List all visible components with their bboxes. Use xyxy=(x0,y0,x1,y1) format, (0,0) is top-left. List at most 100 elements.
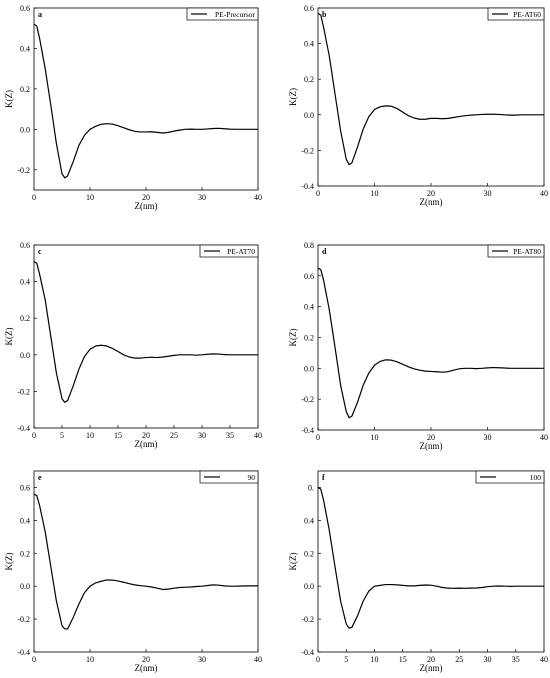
y-tick-label: -0.2 xyxy=(17,615,30,624)
x-tick-label: 0 xyxy=(32,193,36,202)
x-tick-label: 10 xyxy=(86,431,94,440)
y-tick-label: 0.6 xyxy=(304,4,314,13)
x-tick-label: 30 xyxy=(198,431,206,440)
y-tick-label: 0. xyxy=(308,483,314,492)
panel-label: b xyxy=(322,10,327,19)
legend: PE-Precursor xyxy=(186,7,259,21)
x-axis-label: Z(nm) xyxy=(420,197,443,207)
series-line xyxy=(33,493,258,630)
x-tick-label: 40 xyxy=(540,655,548,664)
legend-label: 90 xyxy=(248,473,256,482)
x-tick-label: 40 xyxy=(540,433,548,442)
y-axis-label: K(Z) xyxy=(4,328,14,346)
legend-label: 100 xyxy=(530,473,542,482)
y-tick-label: 0.4 xyxy=(20,516,30,525)
y-tick-label: 0.2 xyxy=(20,314,30,323)
x-tick-label: 15 xyxy=(114,431,122,440)
x-tick-label: 20 xyxy=(142,655,150,664)
legend-box xyxy=(487,7,545,21)
y-tick-label: 0.2 xyxy=(20,549,30,558)
x-axis-label: Z(nm) xyxy=(420,663,443,673)
y-tick-label: 0.0 xyxy=(304,364,314,373)
x-axis-label: Z(nm) xyxy=(420,441,443,451)
x-tick-label: 20 xyxy=(142,193,150,202)
y-tick-label: 0.8 xyxy=(304,241,314,250)
x-tick-label: 20 xyxy=(142,431,150,440)
y-tick-label: 0.6 xyxy=(20,483,30,492)
y-tick-label: 0.2 xyxy=(20,85,30,94)
x-tick-label: 0 xyxy=(32,655,36,664)
x-tick-label: 40 xyxy=(254,655,262,664)
x-tick-label: 20 xyxy=(427,189,435,198)
series-line xyxy=(317,12,544,166)
x-tick-label: 10 xyxy=(86,193,94,202)
x-tick-label: 0 xyxy=(32,431,36,440)
x-tick-label: 0 xyxy=(316,433,320,442)
y-tick-label: 0.2 xyxy=(304,334,314,343)
y-tick-label: 0.2 xyxy=(304,549,314,558)
y-tick-label: -0.4 xyxy=(301,182,314,191)
legend: 90 xyxy=(199,470,259,484)
y-tick-label: -0.4 xyxy=(17,648,30,657)
legend: PE-AT80 xyxy=(487,244,545,258)
legend-label: PE-AT70 xyxy=(227,247,255,256)
x-tick-label: 40 xyxy=(254,431,262,440)
x-tick-label: 10 xyxy=(371,189,379,198)
y-axis-label: K(Z) xyxy=(4,553,14,571)
y-tick-label: 0.4 xyxy=(20,44,30,53)
x-tick-label: 10 xyxy=(371,433,379,442)
y-tick-label: 0.6 xyxy=(20,4,30,13)
panel-f: 0 5 10 15 20 25 30 35 40 -0.4 -0.2 0.0 0.2 0.4 0. Z(nm)… xyxy=(288,470,548,673)
y-tick-label: 0.0 xyxy=(304,582,314,591)
y-axis-label: K(Z) xyxy=(4,90,14,108)
x-tick-label: 5 xyxy=(60,431,64,440)
x-tick-label: 40 xyxy=(254,193,262,202)
legend: 100 xyxy=(475,470,545,484)
x-tick-label: 30 xyxy=(198,655,206,664)
x-tick-label: 40 xyxy=(540,189,548,198)
y-tick-label: -0.2 xyxy=(17,387,30,396)
y-axis-label: K(Z) xyxy=(288,329,298,347)
x-axis-label: Z(nm) xyxy=(135,201,158,211)
x-tick-label: 30 xyxy=(484,433,492,442)
plot-frame xyxy=(317,7,545,187)
legend-label: PE-Precursor xyxy=(215,10,255,19)
x-tick-label: 5 xyxy=(344,655,348,664)
legend-box xyxy=(475,470,545,484)
x-tick-label: 30 xyxy=(198,193,206,202)
y-tick-label: 0.4 xyxy=(304,40,314,49)
x-tick-label: 30 xyxy=(484,655,492,664)
y-tick-label: 0.4 xyxy=(304,516,314,525)
legend-label: PE-AT60 xyxy=(513,10,541,19)
x-tick-label: 35 xyxy=(512,655,520,664)
x-tick-label: 20 xyxy=(427,655,435,664)
legend: PE-AT60 xyxy=(487,7,545,21)
y-tick-label: 0.2 xyxy=(304,75,314,84)
x-axis-label: Z(nm) xyxy=(135,663,158,673)
panel-c: 0 5 10 15 20 25 30 35 40 -0.4 -0.2 0.0 0.2 0.4 0.6 Z(nm… xyxy=(4,241,262,449)
y-tick-label: -0.4 xyxy=(301,426,314,435)
plot-frame xyxy=(33,470,259,653)
y-tick-label: 0.6 xyxy=(20,241,30,250)
panel-b: 0 10 20 30 40 -0.4 -0.2 0.0 0.2 0.4 0.6 Z(nm) K(Z) b P… xyxy=(288,4,548,207)
y-tick-label: -0.4 xyxy=(17,424,30,433)
y-tick-label: -0.4 xyxy=(301,648,314,657)
x-tick-label: 10 xyxy=(371,655,379,664)
x-tick-label: 25 xyxy=(455,655,463,664)
plot-frame xyxy=(33,7,259,191)
legend: PE-AT70 xyxy=(199,244,259,258)
x-tick-label: 25 xyxy=(170,431,178,440)
x-tick-label: 30 xyxy=(484,189,492,198)
y-tick-label: 0.4 xyxy=(20,278,30,287)
legend-box xyxy=(199,244,259,258)
y-tick-label: 0.0 xyxy=(20,351,30,360)
panel-e: 0 10 20 30 40 -0.4 -0.2 0.0 0.2 0.4 0.6 Z(nm) K(Z) e 9… xyxy=(4,470,262,673)
y-tick-label: -0.2 xyxy=(301,395,314,404)
x-axis-label: Z(nm) xyxy=(135,439,158,449)
x-tick-label: 0 xyxy=(316,655,320,664)
y-tick-label: -0.2 xyxy=(301,615,314,624)
plot-frame xyxy=(317,244,545,431)
legend-box xyxy=(487,244,545,258)
y-tick-label: 0.0 xyxy=(304,111,314,120)
